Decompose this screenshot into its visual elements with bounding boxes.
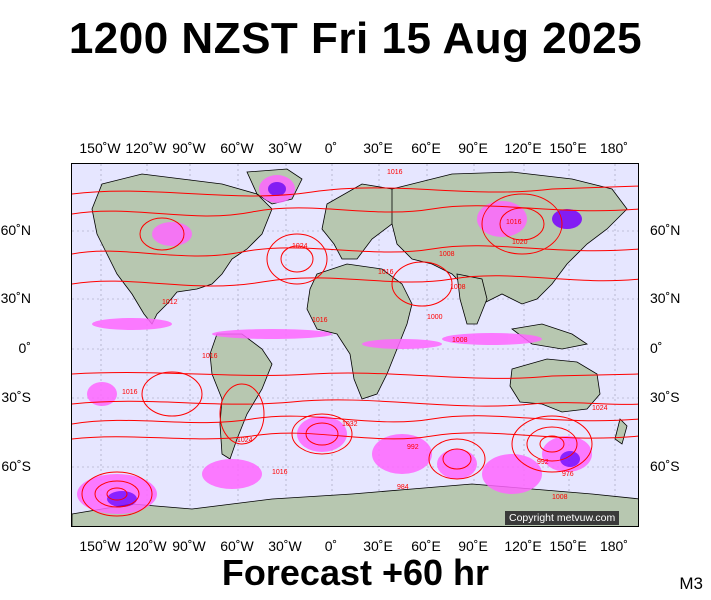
lon-tick-180-top: 180˚ <box>599 140 629 156</box>
lat-tick-60s-right: 60˚S <box>650 458 680 474</box>
lat-tick-30n-left: 30˚N <box>0 290 31 306</box>
isobar-label: 1016 <box>312 317 328 324</box>
lon-tick-150w-bottom: 150˚W <box>79 538 121 554</box>
isobar-label: 1016 <box>387 169 403 176</box>
land-masses <box>72 168 638 526</box>
south-america <box>209 333 273 460</box>
isobar-label: 1008 <box>452 337 468 344</box>
lon-tick-150e-top: 150˚E <box>549 140 587 156</box>
lon-tick-0-bottom: 0˚ <box>324 538 338 554</box>
map-title: 1200 NZST Fri 15 Aug 2025 <box>68 14 643 63</box>
isobar-label: 1020 <box>512 239 528 246</box>
isobar-label: 1016 <box>202 353 218 360</box>
australia <box>509 358 601 413</box>
copyright-notice: Copyright metvuw.com <box>505 511 620 525</box>
europe <box>321 183 408 260</box>
isobar-label: 1024 <box>237 437 253 444</box>
isobar-label: 1016 <box>122 389 138 396</box>
antarctica <box>72 483 638 526</box>
lon-tick-30e-bottom: 30˚E <box>363 538 393 554</box>
lat-tick-60n-right: 60˚N <box>650 222 681 238</box>
lon-tick-60e-bottom: 60˚E <box>411 538 441 554</box>
isobar-label: 1008 <box>552 494 568 501</box>
lon-tick-120w-bottom: 120˚W <box>125 538 167 554</box>
lon-tick-60e-top: 60˚E <box>411 140 441 156</box>
lon-tick-30e-top: 30˚E <box>363 140 393 156</box>
lon-tick-0-top: 0˚ <box>324 140 338 156</box>
lon-tick-30w-top: 30˚W <box>268 140 302 156</box>
lon-tick-120w-top: 120˚W <box>125 140 167 156</box>
lon-tick-60w-bottom: 60˚W <box>220 538 254 554</box>
isobar-label: 1008 <box>439 251 455 258</box>
isobar-label: 1016 <box>272 469 288 476</box>
new-zealand <box>614 418 628 445</box>
isobar-label: 1000 <box>427 314 443 321</box>
lon-tick-150e-bottom: 150˚E <box>549 538 587 554</box>
lat-tick-60n-left: 60˚N <box>0 222 31 238</box>
isobar-label: 984 <box>397 484 409 491</box>
lon-tick-60w-top: 60˚W <box>220 140 254 156</box>
isobar-label: 992 <box>537 459 549 466</box>
forecast-label: Forecast +60 hr <box>221 552 490 593</box>
lon-tick-90e-top: 90˚E <box>458 140 488 156</box>
isobar-label: 976 <box>562 471 574 478</box>
lat-tick-0-left: 0˚ <box>18 340 31 356</box>
north-america <box>91 173 273 325</box>
lat-tick-30n-right: 30˚N <box>650 290 681 306</box>
isobar-labels: 1016 1024 1016 1016 1012 1016 1008 1000 … <box>122 169 608 501</box>
india <box>456 273 488 325</box>
isobar-label: 1008 <box>450 284 466 291</box>
lon-tick-120e-top: 120˚E <box>504 140 542 156</box>
map-canvas: 1016 1024 1016 1016 1012 1016 1008 1000 … <box>72 164 638 526</box>
lat-tick-0-right: 0˚ <box>650 340 663 356</box>
lat-tick-60s-left: 60˚S <box>1 458 31 474</box>
africa <box>306 263 413 400</box>
isobar-label: 1012 <box>162 299 178 306</box>
isobar-label: 1032 <box>342 421 358 428</box>
lat-tick-30s-right: 30˚S <box>650 389 680 405</box>
lon-tick-180-bottom: 180˚ <box>599 538 629 554</box>
lon-tick-150w-top: 150˚W <box>79 140 121 156</box>
lon-tick-90e-bottom: 90˚E <box>458 538 488 554</box>
asia <box>391 171 628 305</box>
isobar-label: 1016 <box>378 269 394 276</box>
weather-map: 1016 1024 1016 1016 1012 1016 1008 1000 … <box>71 163 639 527</box>
lon-tick-90w-top: 90˚W <box>172 140 206 156</box>
isobars <box>72 185 638 517</box>
lon-tick-90w-bottom: 90˚W <box>172 538 206 554</box>
isobar-label: 992 <box>407 444 419 451</box>
lon-tick-30w-bottom: 30˚W <box>268 538 302 554</box>
isobar-label: 1024 <box>292 243 308 250</box>
isobar-label: 1016 <box>506 219 522 226</box>
isobar-label: 1024 <box>592 405 608 412</box>
model-code: M3 <box>679 574 703 593</box>
lat-tick-30s-left: 30˚S <box>1 389 31 405</box>
lon-tick-120e-bottom: 120˚E <box>504 538 542 554</box>
